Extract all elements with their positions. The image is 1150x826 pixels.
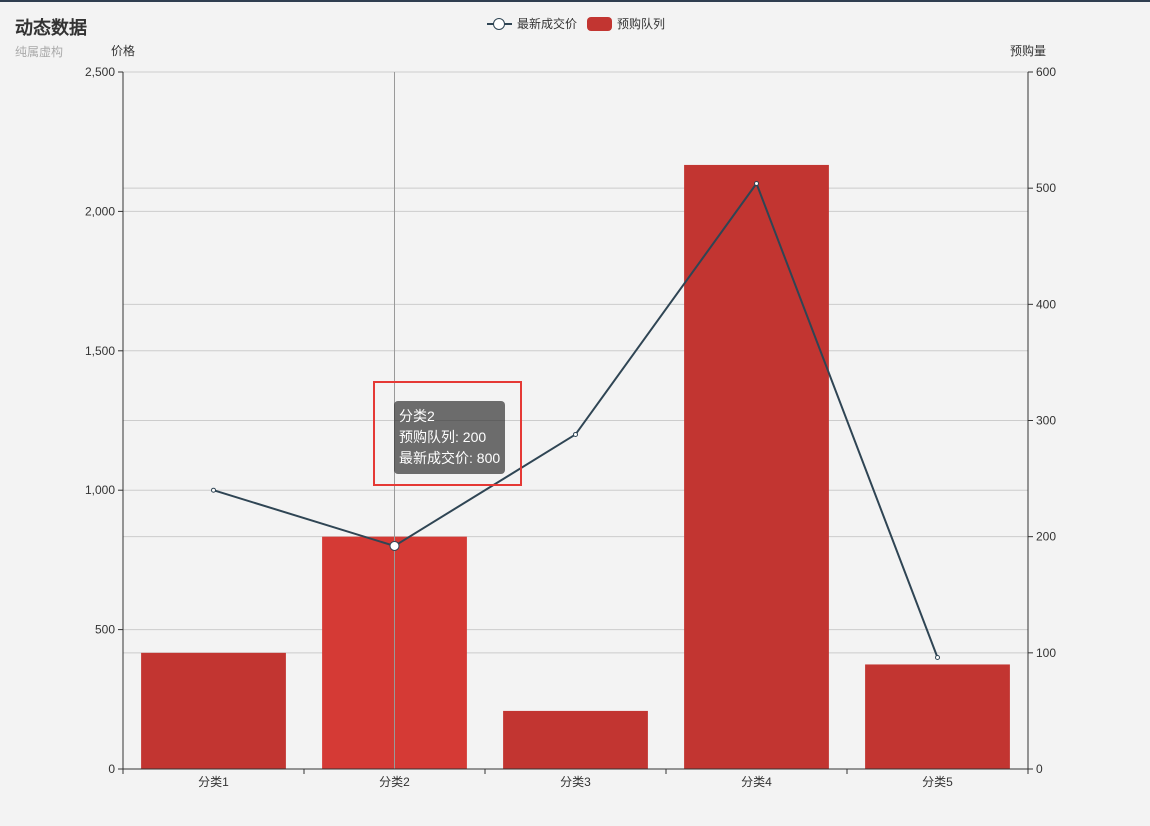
y-tick-label-right: 300 — [1036, 414, 1056, 428]
y-tick-label-left: 500 — [95, 623, 115, 637]
line-point[interactable] — [573, 431, 578, 437]
x-tick-label: 分类4 — [741, 775, 772, 789]
y-tick-label-right: 400 — [1036, 297, 1056, 311]
line-point[interactable] — [389, 540, 400, 551]
bar[interactable] — [503, 710, 648, 769]
x-tick-label: 分类1 — [198, 775, 229, 789]
x-tick-label: 分类2 — [379, 775, 410, 789]
legend-item-line[interactable]: 最新成交价 — [487, 15, 577, 32]
y-tick-label-right: 200 — [1036, 530, 1056, 544]
line-point[interactable] — [211, 487, 216, 493]
tooltip-line-value: 最新成交价: 800 — [399, 450, 501, 466]
tooltip-bar-value: 预购队列: 200 — [399, 429, 487, 445]
legend-item-bar[interactable]: 预购队列 — [587, 15, 665, 32]
legend-bar-icon — [587, 16, 613, 31]
x-tick-label: 分类3 — [560, 775, 591, 789]
y-axis-left-name: 价格 — [111, 43, 135, 58]
bar[interactable] — [865, 664, 1010, 769]
y-tick-label-left: 1,500 — [85, 344, 115, 358]
y-axis-right-name: 预购量 — [1010, 43, 1046, 58]
y-tick-label-left: 2,500 — [85, 65, 115, 79]
legend: 最新成交价 预购队列 — [487, 15, 675, 32]
y-tick-label-left: 2,000 — [85, 204, 115, 218]
y-tick-label-right: 600 — [1036, 65, 1056, 79]
tooltip: 分类2 预购队列: 200 最新成交价: 800 — [394, 401, 506, 474]
bar[interactable] — [684, 164, 829, 769]
line-point[interactable] — [754, 181, 759, 187]
chart-subtitle: 纯属虚构 — [15, 45, 64, 59]
y-tick-label-left: 0 — [108, 762, 115, 776]
tooltip-highlight-box — [373, 381, 522, 486]
legend-line-label: 最新成交价 — [517, 17, 578, 31]
bar[interactable] — [141, 652, 286, 769]
y-tick-label-left: 1,000 — [85, 483, 115, 497]
legend-bar-label: 预购队列 — [617, 17, 666, 31]
legend-line-icon — [487, 17, 512, 31]
x-tick-label: 分类5 — [922, 775, 953, 789]
tooltip-category: 分类2 — [399, 408, 435, 424]
line-point[interactable] — [935, 654, 940, 660]
top-border — [0, 0, 1150, 2]
chart-title: 动态数据 — [15, 18, 87, 38]
y-tick-label-right: 500 — [1036, 181, 1056, 195]
y-tick-label-right: 0 — [1036, 762, 1043, 776]
y-tick-label-right: 100 — [1036, 646, 1056, 660]
